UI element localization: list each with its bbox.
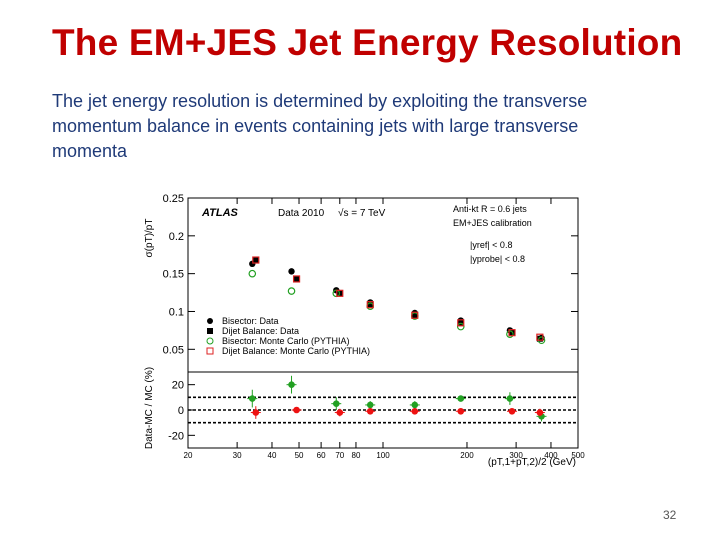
top-y-tick-label: 0.1 xyxy=(169,306,184,318)
marker-bisector-monte-carlo-pythia- xyxy=(506,330,514,338)
x-axis-title: (pT,1+pT,2)/2 (GeV) xyxy=(488,457,576,468)
marker-dijet-balance-monte-carlo-pythia- xyxy=(252,256,260,264)
top-panel-markers xyxy=(248,256,546,345)
x-tick-label: 400 xyxy=(544,451,558,460)
x-tick-label: 30 xyxy=(233,451,242,460)
energy-label: √s = 7 TeV xyxy=(338,207,386,219)
yref-cut-label: |yref| < 0.8 xyxy=(470,240,512,250)
marker-dijet-balance-monte-carlo-pythia- xyxy=(336,289,344,297)
top-y-tick-label: 0.05 xyxy=(163,344,184,356)
yprobe-cut-label: |yprobe| < 0.8 xyxy=(470,254,525,264)
marker-bisector-monte-carlo-pythia- xyxy=(456,322,465,331)
marker-dijet-balance-monte-carlo-pythia- xyxy=(366,301,374,309)
ratio-bisector-point xyxy=(411,401,419,409)
legend-marker-dijet-mc xyxy=(206,347,214,355)
marker-dijet-balance-monte-carlo-pythia- xyxy=(508,329,516,337)
bottom-reference-lines xyxy=(188,396,578,424)
ratio-bisector-point xyxy=(457,395,465,402)
slide-body-text: The jet energy resolution is determined … xyxy=(52,91,588,161)
ratio-dijet-balance-point xyxy=(252,409,260,416)
marker-dijet-balance-data xyxy=(411,312,418,319)
ratio-bisector-point xyxy=(248,395,256,402)
bottom-y-axis-title: Data-MC / MC (%) xyxy=(144,367,155,449)
bottom-y-tick-label: -20 xyxy=(168,430,184,442)
marker-bisector-monte-carlo-pythia- xyxy=(248,269,257,278)
top-y-axis-title: σ(pT)/pT xyxy=(144,219,155,258)
x-tick-label: 100 xyxy=(376,451,390,460)
bottom-panel-ticks: -20 0 20 20 30 40 50 60 70 80 100 200 300 400 500 xyxy=(168,198,585,460)
ratio-dijet-balance-point xyxy=(457,407,465,415)
ratio-bisector-point xyxy=(332,400,340,407)
marker-dijet-balance-monte-carlo-pythia- xyxy=(457,319,465,327)
marker-dijet-balance-monte-carlo-pythia- xyxy=(536,333,544,341)
marker-dijet-balance-data xyxy=(367,301,374,308)
ratio-bisector-point xyxy=(506,395,514,402)
bottom-y-tick-label: 0 xyxy=(178,405,184,417)
marker-bisector-data xyxy=(288,268,295,275)
ratio-dijet-balance-point xyxy=(536,409,544,416)
ratio-dijet-balance-point xyxy=(336,409,344,416)
x-tick-label: 70 xyxy=(335,451,344,460)
ratio-bisector-point xyxy=(288,381,295,388)
legend-entry-bisector-mc: Bisector: Monte Carlo (PYTHIA) xyxy=(222,336,350,346)
dataset-label: Data 2010 xyxy=(278,208,325,219)
ratio-dijet-balance-point xyxy=(508,407,516,415)
x-tick-label: 50 xyxy=(295,451,304,460)
ratio-bisector-point xyxy=(366,401,374,409)
marker-dijet-balance-data xyxy=(509,329,516,336)
legend-entry-bisector-data: Bisector: Data xyxy=(222,316,279,326)
top-y-tick-label: 0.15 xyxy=(163,269,184,281)
marker-dijet-balance-monte-carlo-pythia- xyxy=(292,275,301,283)
legend-marker-dijet-data xyxy=(207,328,213,334)
marker-dijet-balance-data xyxy=(293,275,300,282)
marker-dijet-balance-data xyxy=(252,257,259,264)
ratio-dijet-balance-point xyxy=(366,407,374,415)
x-tick-label: 300 xyxy=(509,451,523,460)
legend-marker-bisector-mc xyxy=(206,337,214,345)
legend-entry-dijet-mc: Dijet Balance: Monte Carlo (PYTHIA) xyxy=(222,346,370,356)
top-panel-ticks: 0.05 0.1 0.15 0.2 0.25 xyxy=(163,193,578,356)
marker-dijet-balance-monte-carlo-pythia- xyxy=(411,311,419,319)
top-y-tick-label: 0.2 xyxy=(169,231,184,243)
x-tick-label: 200 xyxy=(460,451,474,460)
x-tick-label: 80 xyxy=(352,451,361,460)
bottom-panel-markers xyxy=(247,375,547,422)
x-tick-label: 40 xyxy=(268,451,277,460)
legend: Bisector: Data Dijet Balance: Data Bisec… xyxy=(206,316,370,356)
marker-dijet-balance-data xyxy=(536,335,543,342)
legend-entry-dijet-data: Dijet Balance: Data xyxy=(222,326,299,336)
x-tick-label: 20 xyxy=(184,451,193,460)
algorithm-label: Anti-kt R = 0.6 jets xyxy=(453,204,527,214)
top-y-tick-label: 0.25 xyxy=(163,193,184,205)
ratio-dijet-balance-point xyxy=(293,406,300,414)
atlas-label: ATLAS xyxy=(201,207,239,219)
marker-bisector-monte-carlo-pythia- xyxy=(287,287,296,295)
legend-marker-bisector-data xyxy=(207,318,213,324)
jet-resolution-figure: 0.05 0.1 0.15 0.2 0.25 -20 0 20 20 30 40 50 60 70 80 1… xyxy=(144,193,585,468)
ratio-dijet-balance-point xyxy=(411,407,419,415)
x-tick-label: 60 xyxy=(317,451,326,460)
bottom-y-tick-label: 20 xyxy=(172,380,184,392)
x-tick-label: 500 xyxy=(571,451,585,460)
slide-page-number: 32 xyxy=(663,508,677,522)
calibration-label: EM+JES calibration xyxy=(453,218,532,228)
slide-title: The EM+JES Jet Energy Resolution xyxy=(52,22,683,63)
